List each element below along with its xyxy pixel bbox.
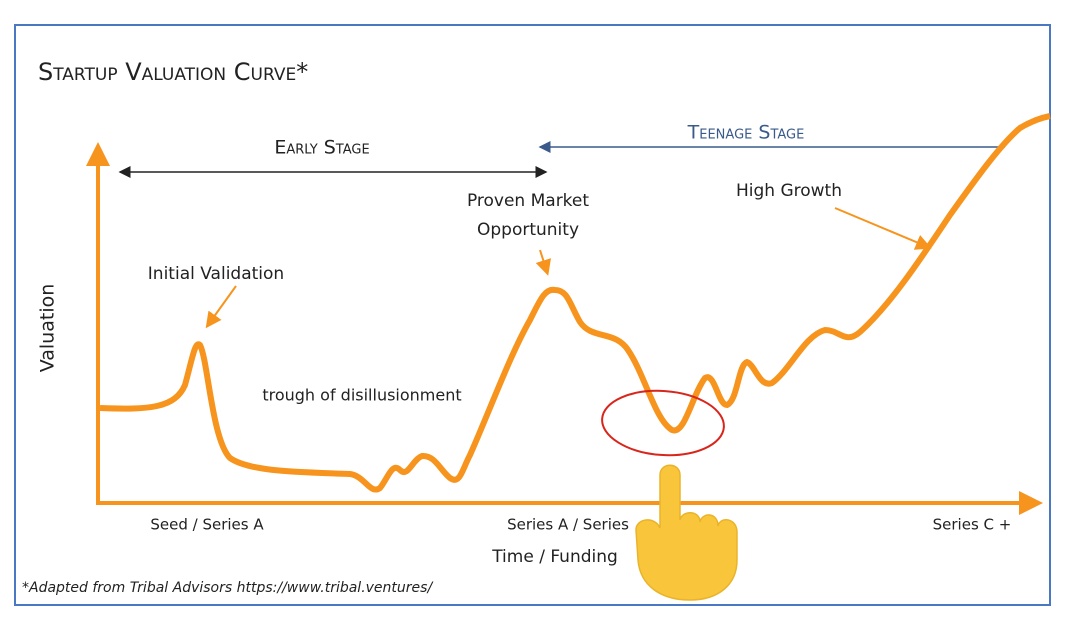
title: Startup Valuation Curve* xyxy=(38,58,308,86)
frame xyxy=(14,24,1051,606)
annotation-arrow xyxy=(205,285,237,329)
valuation-curve xyxy=(99,113,1051,493)
pointing-hand xyxy=(635,464,738,601)
x-label: Seed / Series A xyxy=(150,516,264,534)
annotation: Opportunity xyxy=(477,220,579,240)
early-stage-label: Early Stage xyxy=(274,137,369,159)
annotation-arrow xyxy=(834,207,932,250)
teenage-stage-label: Teenage Stage xyxy=(687,122,805,144)
annotation: trough of disillusionment xyxy=(262,386,461,405)
x-label: Series C + xyxy=(933,516,1012,534)
x-label: Series A / Series xyxy=(507,516,629,534)
annotation: Initial Validation xyxy=(148,264,284,284)
x-axis-label: Time / Funding xyxy=(491,547,618,567)
footnote: *Adapted from Tribal Advisors https://ww… xyxy=(22,580,433,596)
highlight-circle xyxy=(601,389,725,457)
annotation-arrow xyxy=(535,249,551,276)
annotation: High Growth xyxy=(736,181,842,201)
y-axis-label: Valuation xyxy=(37,284,59,373)
annotation: Proven Market xyxy=(467,191,589,211)
